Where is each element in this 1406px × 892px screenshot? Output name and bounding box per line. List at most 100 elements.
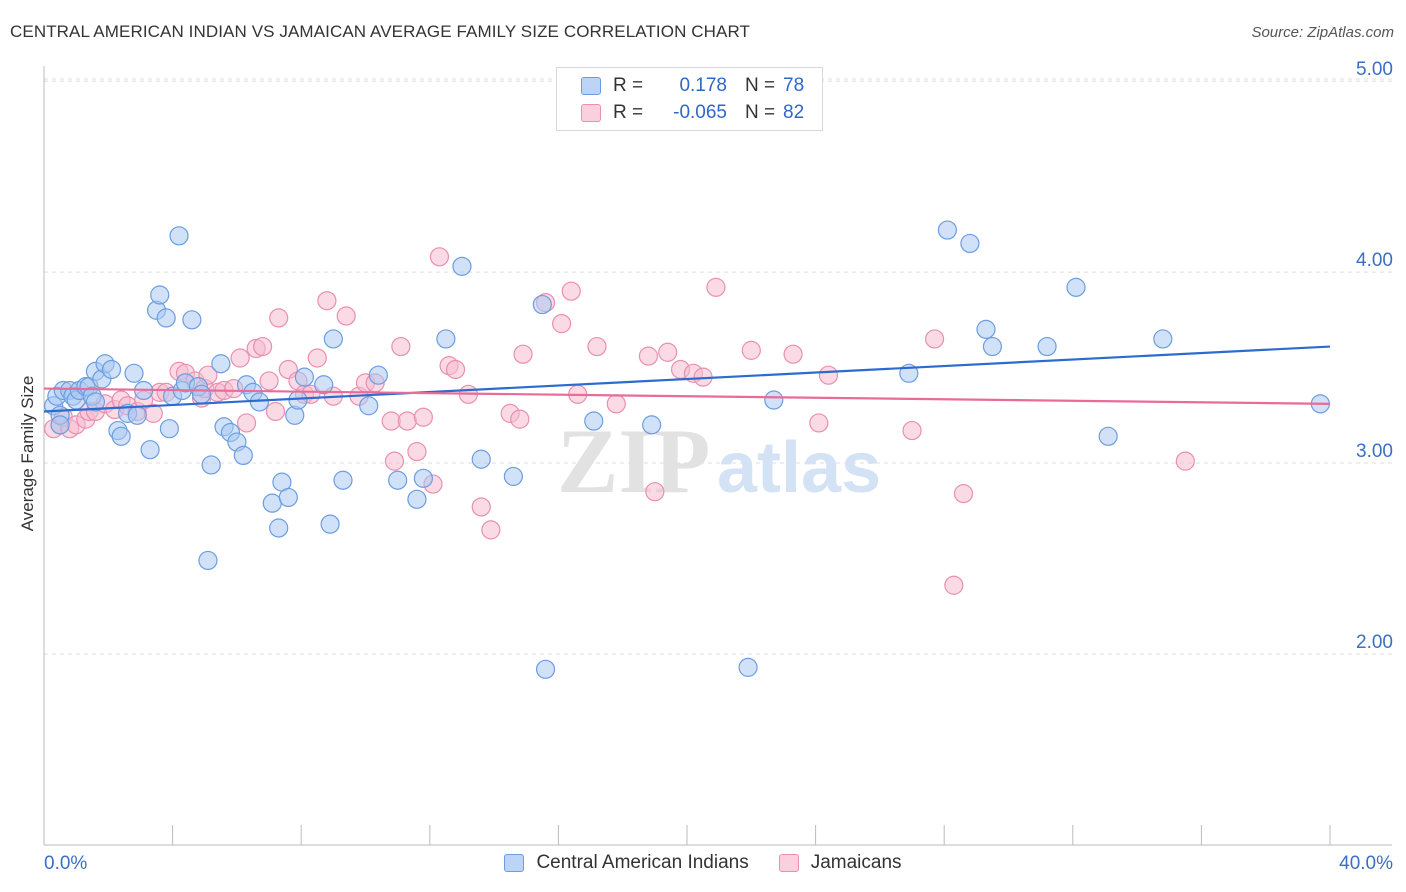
central-american-indians-point bbox=[111, 426, 131, 446]
legend-item-jamaicans[interactable]: Jamaicans bbox=[778, 852, 902, 874]
central-american-indians-point bbox=[127, 405, 147, 425]
jamaicans-point bbox=[902, 420, 922, 441]
central-american-indians-point bbox=[764, 390, 784, 410]
jamaicans-point bbox=[269, 308, 289, 328]
y-tick-label: 2.00 bbox=[1356, 632, 1393, 653]
central-american-indians-points bbox=[44, 220, 1330, 679]
jamaicans-point bbox=[924, 329, 945, 349]
x-tick-label: 40.0% bbox=[1339, 853, 1393, 874]
central-american-indians-point bbox=[169, 226, 189, 246]
legend-item-central-american-indians[interactable]: Central American Indians bbox=[504, 852, 749, 874]
jamaicans-point bbox=[317, 291, 337, 311]
n-value: 82 bbox=[783, 102, 805, 123]
central-american-indians-point bbox=[191, 384, 212, 404]
jamaicans-point bbox=[384, 451, 405, 471]
pink-swatch-icon bbox=[778, 854, 799, 872]
central-american-indians-point bbox=[269, 518, 289, 538]
central-american-indians-point bbox=[333, 470, 353, 490]
blue-swatch-icon bbox=[504, 854, 525, 872]
jamaicans-point bbox=[953, 484, 974, 504]
central-american-indians-point bbox=[323, 329, 343, 349]
gridlines bbox=[44, 78, 1392, 655]
jamaicans-point bbox=[587, 336, 607, 357]
central-american-indians-point bbox=[320, 514, 340, 534]
axes bbox=[43, 66, 1392, 846]
jamaicans-point bbox=[413, 407, 433, 427]
central-american-indians-point bbox=[452, 256, 472, 276]
central-american-indians-point bbox=[436, 329, 456, 349]
jamaicans-point bbox=[397, 411, 417, 431]
pink-swatch-icon bbox=[581, 104, 601, 122]
central-american-indians-point bbox=[278, 487, 298, 508]
central-american-indians-point bbox=[471, 449, 491, 469]
series-legend: Central American Indians Jamaicans bbox=[0, 852, 1406, 874]
r-label: R = bbox=[613, 75, 644, 96]
jamaicans-point bbox=[638, 346, 659, 366]
central-american-indians-point bbox=[937, 220, 958, 240]
y-tick-label: 4.00 bbox=[1356, 250, 1393, 271]
trend-lines bbox=[43, 345, 1331, 413]
jamaicans-point bbox=[561, 281, 581, 301]
central-american-indians-point bbox=[182, 310, 202, 330]
central-american-indians-point bbox=[198, 550, 218, 571]
central-american-indians-point bbox=[140, 440, 160, 460]
jamaicans-point bbox=[510, 409, 530, 429]
central-american-indians-point bbox=[1037, 336, 1057, 357]
central-american-indians-point bbox=[201, 455, 221, 475]
central-american-indians-point bbox=[1153, 329, 1173, 349]
n-label: N = bbox=[745, 102, 776, 123]
central-american-indians-point bbox=[314, 375, 334, 395]
central-american-indians-point bbox=[503, 466, 523, 487]
jamaicans-point bbox=[307, 348, 327, 368]
axis-labels: 2.00 3.00 4.00 5.00 0.0% 40.0% Average Family … bbox=[18, 59, 1393, 874]
n-label: N = bbox=[745, 75, 776, 96]
source-label: Source: ZipAtlas.com bbox=[1251, 24, 1394, 41]
central-american-indians-point bbox=[368, 365, 388, 385]
jamaicans-point bbox=[818, 365, 839, 385]
legend-label: Jamaicans bbox=[810, 852, 902, 873]
central-american-indians-point bbox=[50, 415, 70, 435]
jamaicans-point bbox=[658, 342, 678, 362]
central-american-indians-point bbox=[159, 419, 179, 439]
watermark-zip: ZIP bbox=[557, 410, 710, 512]
blue-swatch-icon bbox=[581, 77, 601, 95]
jamaicans-point bbox=[706, 277, 726, 297]
legend-row-pink: R = -0.065 N = 82 bbox=[581, 99, 804, 127]
central-american-indians-point bbox=[642, 415, 662, 435]
correlation-legend: R = 0.178 N = 78 R = -0.065 N = 82 bbox=[556, 67, 823, 131]
n-value: 78 bbox=[783, 75, 805, 96]
jamaicans-point bbox=[783, 344, 803, 364]
jamaicans-point bbox=[741, 340, 761, 360]
central-american-indians-point bbox=[535, 659, 556, 679]
jamaicans-trend-line bbox=[43, 387, 1331, 405]
central-american-indians-point bbox=[1098, 426, 1118, 446]
central-american-indians-trend-line bbox=[43, 345, 1331, 413]
central-american-indians-point bbox=[359, 396, 379, 416]
central-american-indians-point bbox=[85, 392, 106, 412]
legend-label: Central American Indians bbox=[536, 852, 749, 873]
jamaicans-point bbox=[429, 247, 450, 267]
central-american-indians-point bbox=[532, 294, 552, 315]
jamaicans-point bbox=[606, 394, 626, 414]
central-american-indians-point bbox=[124, 363, 144, 383]
jamaicans-point bbox=[391, 336, 411, 357]
x-tick-label: 0.0% bbox=[44, 853, 87, 874]
y-tick-label: 5.00 bbox=[1356, 59, 1393, 80]
central-american-indians-point bbox=[960, 233, 980, 254]
jamaicans-point bbox=[1175, 451, 1195, 471]
central-american-indians-point bbox=[584, 411, 604, 431]
jamaicans-point bbox=[407, 441, 427, 462]
jamaicans-point bbox=[809, 413, 829, 433]
jamaicans-point bbox=[645, 482, 665, 502]
central-american-indians-point bbox=[101, 359, 122, 380]
central-american-indians-point bbox=[738, 657, 758, 677]
r-label: R = bbox=[613, 102, 644, 123]
legend-row-blue: R = 0.178 N = 78 bbox=[581, 72, 804, 100]
jamaicans-point bbox=[481, 520, 501, 540]
central-american-indians-point bbox=[233, 445, 253, 466]
jamaicans-point bbox=[471, 497, 491, 517]
jamaicans-point bbox=[236, 413, 257, 433]
jamaicans-point bbox=[513, 344, 533, 364]
chart-title: CENTRAL AMERICAN INDIAN VS JAMAICAN AVER… bbox=[10, 22, 751, 41]
